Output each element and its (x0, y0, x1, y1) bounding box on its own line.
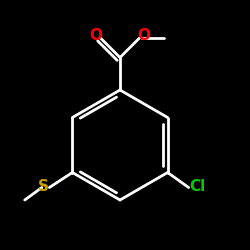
Text: O: O (90, 28, 102, 43)
Text: Cl: Cl (189, 179, 206, 194)
Text: S: S (38, 179, 49, 194)
Text: O: O (138, 28, 150, 43)
